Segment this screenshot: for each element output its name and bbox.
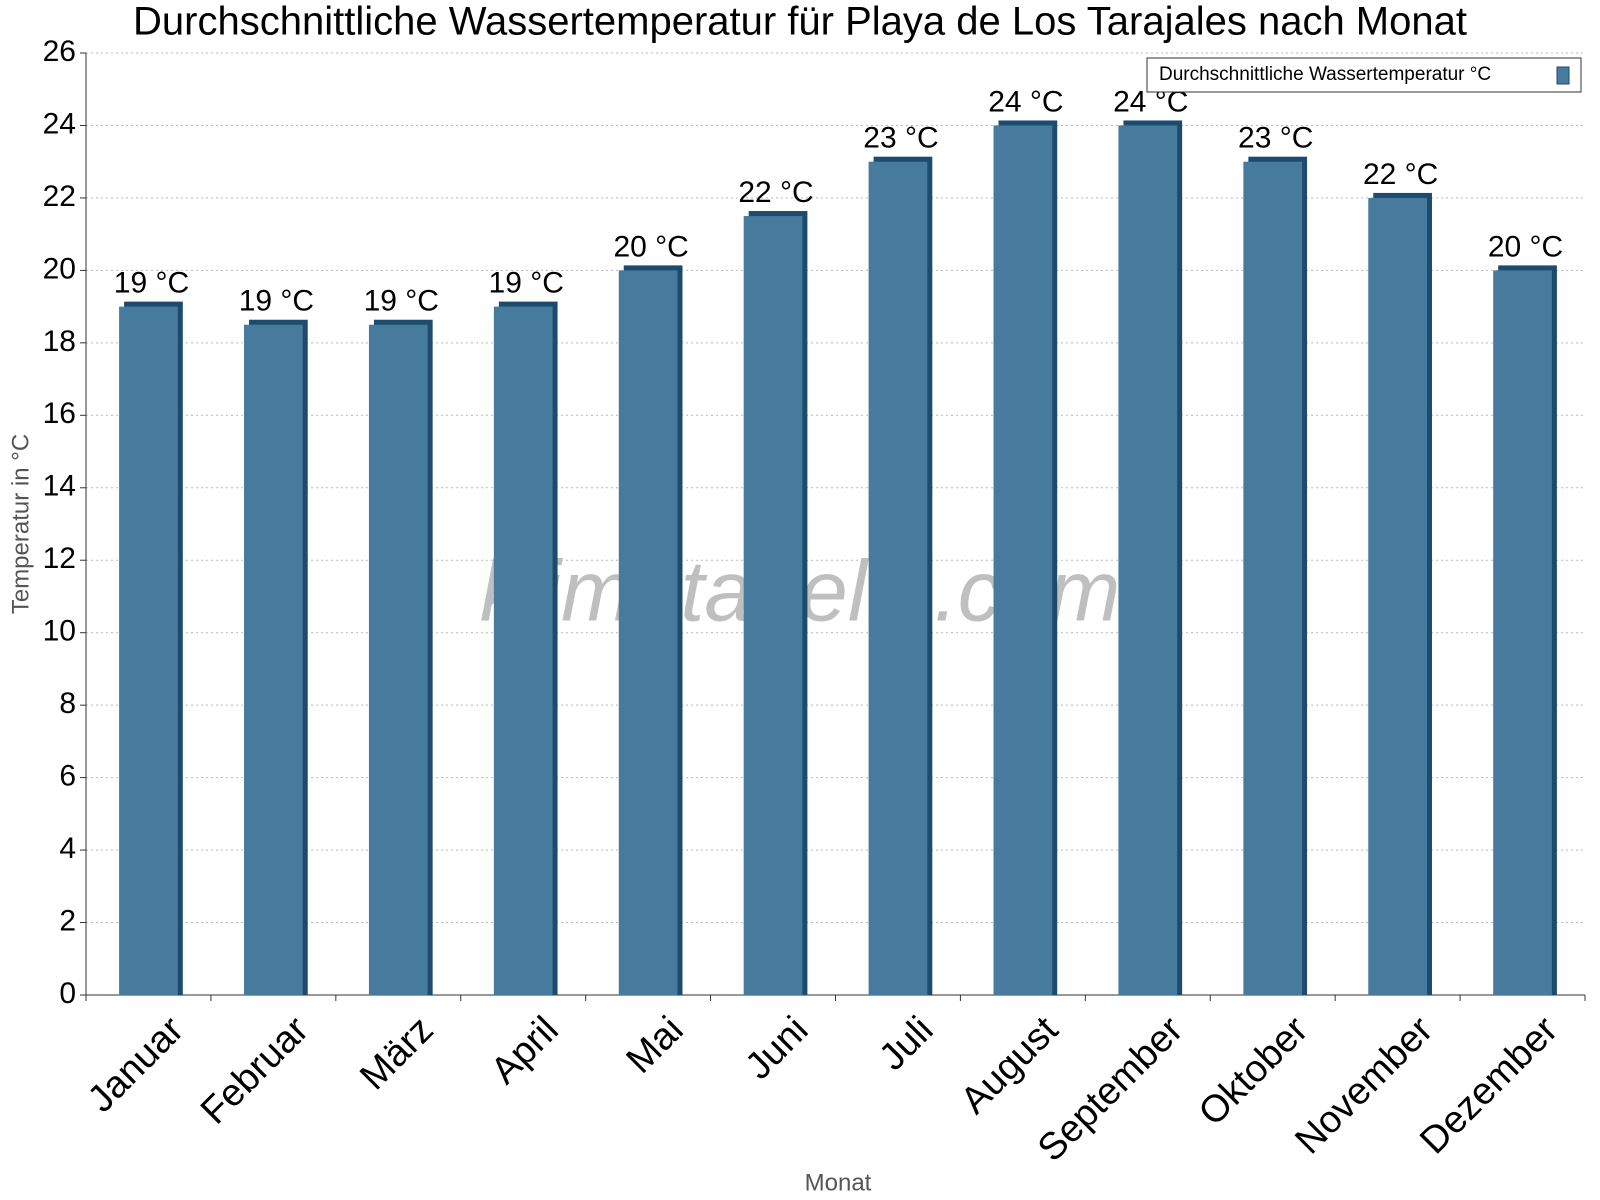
data-label: 19 °C bbox=[114, 267, 189, 300]
bar bbox=[618, 270, 678, 995]
data-label: 19 °C bbox=[364, 285, 439, 318]
y-axis-title: Temperatur in °C bbox=[7, 434, 34, 614]
bar bbox=[493, 306, 553, 996]
data-label: 20 °C bbox=[613, 230, 688, 263]
y-tick-label: 26 bbox=[43, 35, 76, 68]
legend-swatch bbox=[1556, 66, 1570, 85]
x-tick-label: August bbox=[953, 1008, 1067, 1122]
legend-label: Durchschnittliche Wassertemperatur °C bbox=[1159, 64, 1491, 85]
bar bbox=[1368, 197, 1427, 995]
bar bbox=[993, 125, 1053, 995]
data-label: 19 °C bbox=[239, 285, 314, 318]
y-tick-label: 18 bbox=[43, 325, 76, 358]
x-tick-label: Juni bbox=[738, 1009, 817, 1088]
y-tick-label: 6 bbox=[59, 760, 76, 793]
y-tick-label: 10 bbox=[43, 615, 76, 648]
data-label: 20 °C bbox=[1488, 230, 1563, 263]
data-label: 22 °C bbox=[738, 176, 813, 209]
x-tick-label: März bbox=[352, 1009, 441, 1098]
bar bbox=[244, 324, 303, 995]
x-tick-label: Mai bbox=[619, 1009, 692, 1082]
x-tick-label: April bbox=[483, 1009, 566, 1092]
data-label: 23 °C bbox=[1238, 122, 1313, 155]
x-tick-label: Juli bbox=[871, 1009, 941, 1079]
bar bbox=[743, 216, 803, 996]
x-tick-label: Februar bbox=[193, 1009, 317, 1133]
bar bbox=[1493, 270, 1552, 995]
bar bbox=[368, 324, 428, 995]
y-tick-label: 20 bbox=[43, 252, 76, 285]
bar bbox=[119, 306, 178, 996]
y-tick-label: 24 bbox=[43, 107, 76, 140]
data-label: 19 °C bbox=[489, 267, 564, 300]
y-tick-label: 12 bbox=[43, 542, 76, 575]
x-tick-label: Dezember bbox=[1412, 1009, 1566, 1163]
x-tick-label: Oktober bbox=[1191, 1009, 1317, 1135]
data-label: 22 °C bbox=[1363, 158, 1438, 191]
y-tick-label: 8 bbox=[59, 687, 76, 720]
bar bbox=[868, 161, 928, 995]
y-tick-label: 14 bbox=[43, 470, 76, 503]
x-tick-label: Januar bbox=[80, 1009, 192, 1121]
data-label: 23 °C bbox=[863, 122, 938, 155]
data-label: 24 °C bbox=[988, 85, 1063, 118]
y-tick-label: 22 bbox=[43, 180, 76, 213]
legend-box bbox=[1146, 57, 1582, 93]
chart-title: Durchschnittliche Wassertemperatur für P… bbox=[133, 0, 1467, 44]
y-tick-label: 4 bbox=[59, 832, 76, 865]
y-tick-label: 16 bbox=[43, 397, 76, 430]
x-axis-title: Monat bbox=[805, 1169, 872, 1196]
y-tick-label: 2 bbox=[59, 904, 76, 937]
y-tick-label: 0 bbox=[59, 977, 76, 1010]
bar bbox=[1118, 125, 1178, 995]
bar bbox=[1243, 161, 1303, 995]
